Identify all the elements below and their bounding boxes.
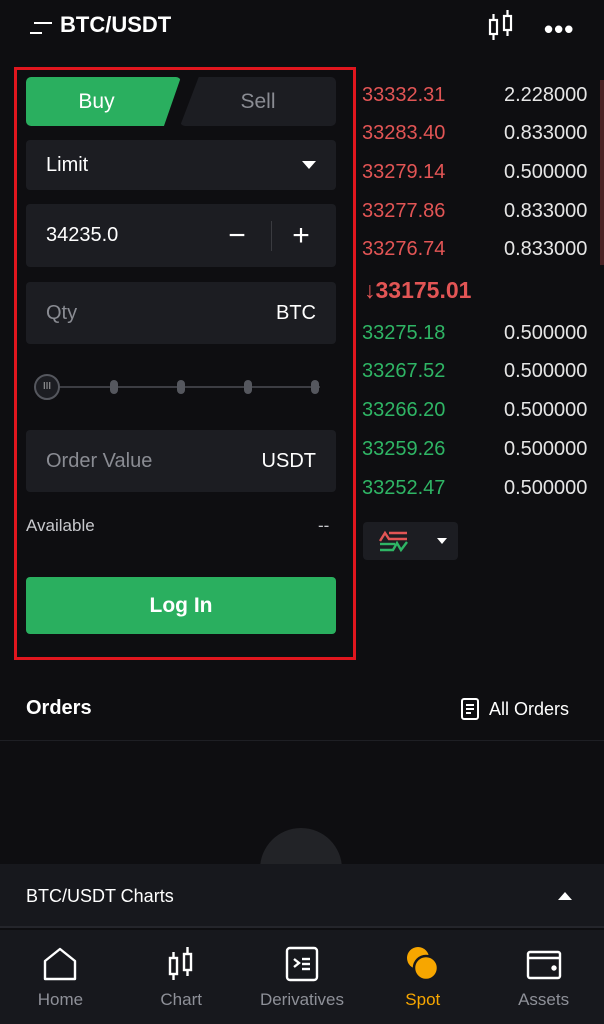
amount-slider[interactable]: III	[34, 374, 324, 400]
bid-qty: 0.500000	[504, 322, 588, 344]
divider	[0, 740, 604, 741]
nav-label: Assets	[518, 990, 570, 1009]
all-orders-button[interactable]: All Orders	[460, 698, 569, 720]
order-value-placeholder: Order Value	[46, 449, 153, 472]
bid-qty: 0.500000	[504, 399, 588, 421]
nav-derivatives[interactable]: Derivatives	[242, 930, 363, 1024]
pair-title[interactable]: BTC/USDT	[60, 12, 172, 37]
nav-spot[interactable]: Spot	[362, 930, 483, 1024]
chevron-down-icon	[437, 538, 447, 544]
ask-price[interactable]: 33283.40	[362, 122, 446, 144]
bid-price[interactable]: 33259.26	[362, 438, 446, 460]
price-input[interactable]: 34235.0 − +	[26, 204, 336, 267]
bid-price[interactable]: 33252.47	[362, 477, 446, 499]
qty-placeholder: Qty	[46, 301, 78, 324]
minus-button[interactable]: −	[228, 218, 246, 252]
bid-qty: 0.500000	[504, 438, 588, 460]
ask-qty: 0.500000	[504, 161, 588, 183]
buy-label: Buy	[78, 89, 115, 113]
charts-panel-title: BTC/USDT Charts	[26, 886, 174, 906]
login-label: Log In	[149, 593, 213, 617]
document-icon	[461, 698, 479, 720]
order-type-select[interactable]: Limit	[26, 140, 336, 190]
bid-qty: 0.500000	[504, 477, 588, 499]
arrow-down-icon: ↓	[364, 277, 376, 303]
orderbook-mode-icon	[379, 530, 408, 552]
sell-tab[interactable]: Sell	[180, 77, 336, 126]
slider-handle[interactable]: III	[34, 374, 60, 400]
nav-label: Chart	[160, 990, 202, 1009]
bid-price[interactable]: 33267.52	[362, 360, 446, 382]
ask-qty: 0.833000	[504, 200, 588, 222]
home-icon	[44, 947, 77, 981]
available-label: Available	[26, 516, 95, 535]
ask-qty: 0.833000	[504, 238, 588, 260]
menu-icon[interactable]	[30, 20, 52, 36]
bid-qty: 0.500000	[504, 360, 588, 382]
more-icon[interactable]: •••	[544, 14, 575, 44]
nav-assets[interactable]: Assets	[483, 930, 604, 1024]
all-orders-label: All Orders	[489, 698, 570, 719]
ask-qty: 2.228000	[504, 84, 588, 106]
ask-price[interactable]: 33332.31	[362, 84, 446, 106]
divider	[271, 220, 272, 251]
charts-panel-header[interactable]: BTC/USDT Charts	[0, 864, 604, 928]
plus-button[interactable]: +	[292, 218, 310, 252]
bid-price[interactable]: 33266.20	[362, 399, 446, 421]
ask-price[interactable]: 33279.14	[362, 161, 446, 183]
qty-input[interactable]: Qty BTC	[26, 282, 336, 344]
price-value: 34235.0	[46, 224, 119, 246]
depth-bar	[600, 80, 604, 265]
nav-chart[interactable]: Chart	[121, 930, 242, 1024]
sell-label: Sell	[240, 89, 276, 113]
bottom-nav: Home Chart Derivatives Spot Assets	[0, 930, 604, 1024]
buy-tab[interactable]: Buy	[26, 77, 181, 126]
candlestick-icon	[168, 947, 193, 980]
nav-label: Home	[37, 990, 84, 1009]
orderbook-mode-button[interactable]	[363, 522, 458, 560]
spot-icon	[406, 947, 440, 982]
order-value-input[interactable]: Order Value USDT	[26, 430, 336, 492]
derivatives-icon	[285, 946, 319, 982]
available-value: --	[318, 516, 330, 535]
last-price[interactable]: ↓33175.01	[364, 277, 471, 304]
qty-unit: BTC	[276, 301, 316, 324]
ask-price[interactable]: 33277.86	[362, 200, 446, 222]
nav-label: Derivatives	[259, 990, 345, 1009]
chevron-up-icon	[558, 892, 572, 900]
order-value-unit: USDT	[261, 449, 316, 472]
wallet-icon	[526, 950, 561, 980]
nav-home[interactable]: Home	[0, 930, 121, 1024]
bid-price[interactable]: 33275.18	[362, 322, 446, 344]
ask-qty: 0.833000	[504, 122, 588, 144]
order-type-value: Limit	[46, 153, 89, 176]
last-price-value: 33175.01	[375, 277, 472, 303]
nav-label: Spot	[405, 990, 441, 1009]
ask-price[interactable]: 33276.74	[362, 238, 446, 260]
candlestick-icon[interactable]	[486, 8, 516, 44]
login-button[interactable]: Log In	[26, 577, 336, 634]
highlight-box	[14, 67, 356, 660]
orders-title: Orders	[26, 697, 92, 719]
chevron-down-icon	[302, 161, 316, 169]
